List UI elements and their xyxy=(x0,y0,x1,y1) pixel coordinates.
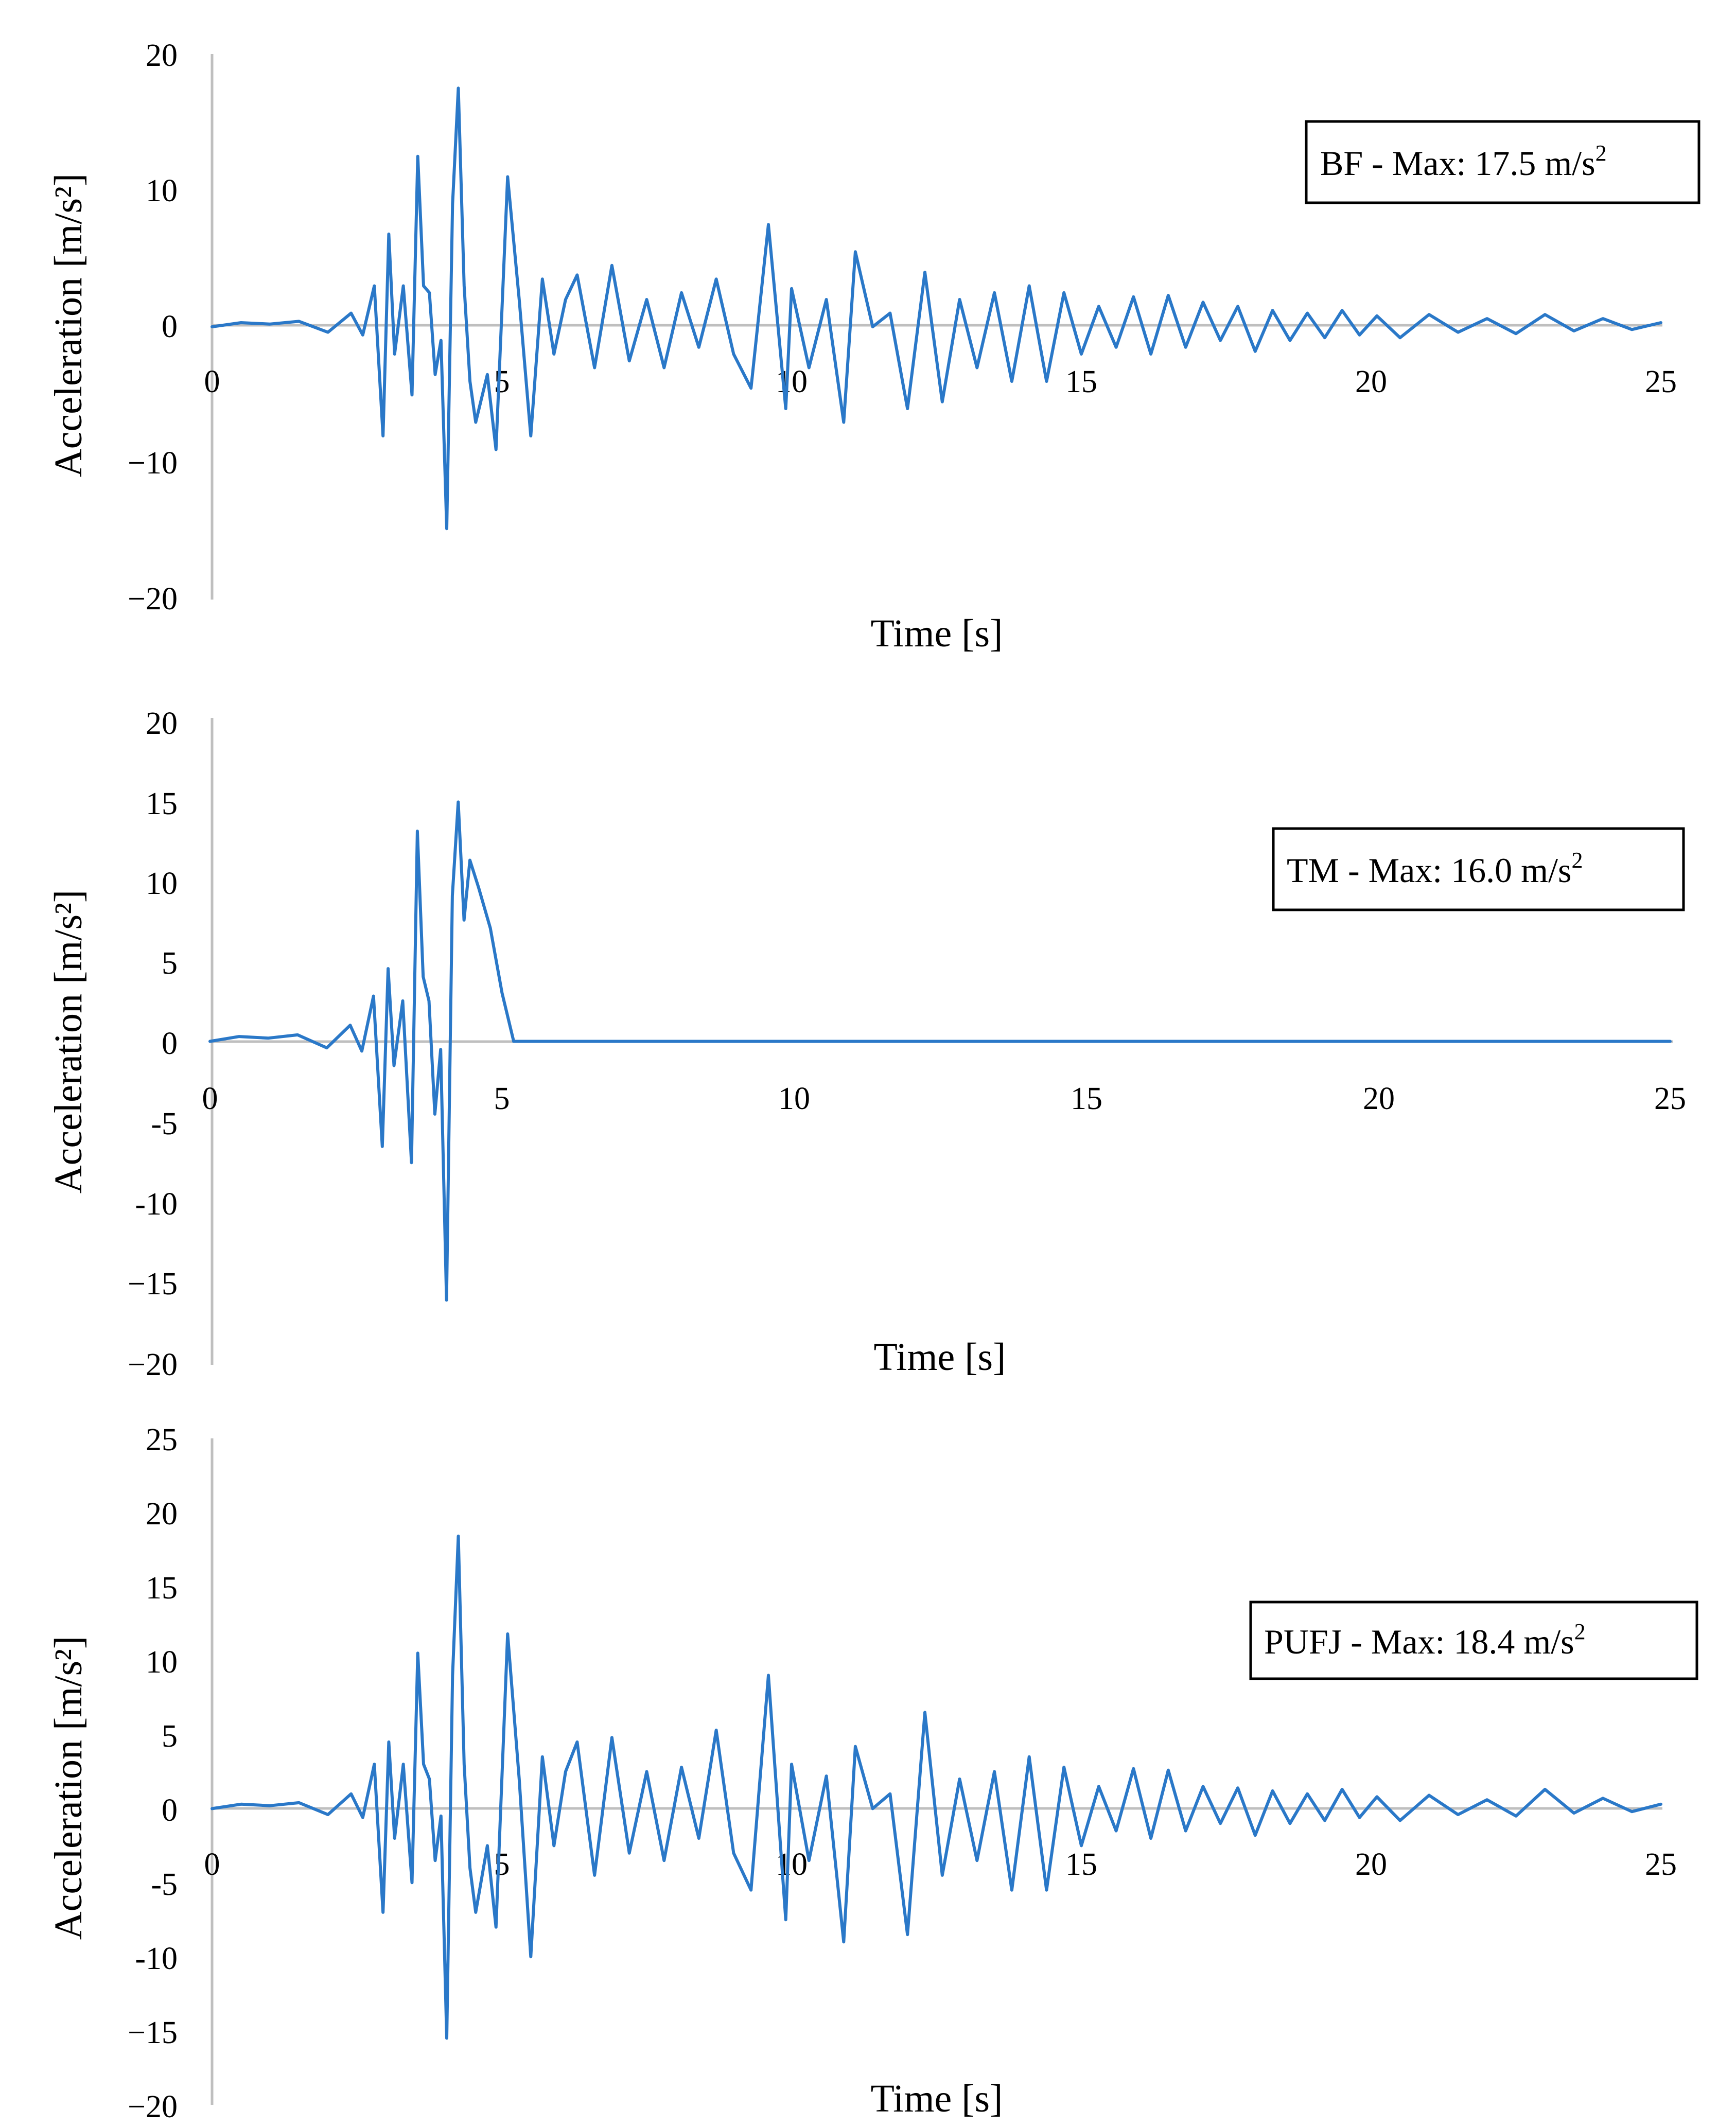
y-tick-label: 0 xyxy=(162,1026,178,1061)
x-tick-label: 0 xyxy=(202,1081,218,1116)
series-line-bf xyxy=(211,86,1662,531)
annotation-box: PUFJ - Max: 18.4 m/s2 xyxy=(1249,1601,1698,1680)
annotation-label: TM - Max: 16.0 m/s2 xyxy=(1287,848,1583,890)
x-axis-title: Time [s] xyxy=(874,1335,1006,1379)
y-tick-label: 0 xyxy=(162,309,178,344)
y-tick-label: 10 xyxy=(146,1645,178,1680)
y-tick-label: −20 xyxy=(128,582,178,617)
annotation-label: PUFJ - Max: 18.4 m/s2 xyxy=(1264,1619,1586,1661)
y-tick-label: −20 xyxy=(128,2089,178,2124)
y-tick-label: 10 xyxy=(146,866,178,901)
y-tick-label: −15 xyxy=(128,2015,178,2050)
x-tick-labels: 0 5 10 15 20 25 xyxy=(204,364,1677,399)
y-tick-label: -5 xyxy=(151,1106,178,1141)
y-tick-label: -10 xyxy=(135,1187,178,1222)
annotation-superscript: 2 xyxy=(1574,1619,1586,1644)
series-line-pufj xyxy=(211,1534,1662,2040)
x-tick-label: 20 xyxy=(1363,1081,1395,1116)
series-line-tm xyxy=(208,800,1672,1302)
x-tick-label: 5 xyxy=(494,1847,510,1882)
annotation-superscript: 2 xyxy=(1571,848,1583,873)
y-tick-labels: 25 20 15 10 5 0 -5 -10 −15 −20 xyxy=(128,1422,178,2124)
y-tick-label: 20 xyxy=(146,706,178,741)
y-tick-label: -5 xyxy=(151,1867,178,1902)
x-tick-label: 20 xyxy=(1355,364,1387,399)
y-axis-title: Acceleration [m/s²] xyxy=(47,1636,90,1940)
y-tick-label: −15 xyxy=(128,1267,178,1302)
x-tick-label: 25 xyxy=(1645,364,1677,399)
annotation-text: TM - Max: 16.0 m/s xyxy=(1287,851,1571,890)
x-tick-label: 0 xyxy=(204,1847,220,1882)
x-tick-label: 25 xyxy=(1654,1081,1686,1116)
x-tick-label: 10 xyxy=(778,1081,810,1116)
y-tick-label: 0 xyxy=(162,1793,178,1828)
chart-panel-tm: 20 15 10 5 0 -5 -10 −15 −20 0 5 10 15 20… xyxy=(47,706,1686,1382)
y-tick-label: −20 xyxy=(128,1347,178,1382)
x-tick-label: 15 xyxy=(1071,1081,1102,1116)
annotation-frame xyxy=(1305,120,1700,204)
x-tick-label: 10 xyxy=(776,364,808,399)
y-tick-label: 10 xyxy=(146,173,178,208)
y-axis-title: Acceleration [m/s²] xyxy=(47,890,90,1193)
annotation-label: BF - Max: 17.5 m/s2 xyxy=(1320,140,1607,183)
annotation-superscript: 2 xyxy=(1595,140,1607,166)
annotation-box: TM - Max: 16.0 m/s2 xyxy=(1272,827,1685,911)
y-tick-labels: 20 10 0 −10 −20 xyxy=(128,38,178,617)
y-tick-label: -10 xyxy=(135,1941,178,1976)
x-tick-label: 0 xyxy=(204,364,220,399)
x-tick-labels: 0 5 10 15 20 25 xyxy=(202,1081,1687,1116)
x-tick-label: 25 xyxy=(1645,1847,1677,1882)
y-tick-label: 5 xyxy=(162,946,178,981)
chart-panel-pufj: 25 20 15 10 5 0 -5 -10 −15 −20 0 5 10 15… xyxy=(47,1422,1698,2124)
x-tick-label: 5 xyxy=(494,364,510,399)
y-tick-label: 15 xyxy=(146,786,178,821)
annotation-text: PUFJ - Max: 18.4 m/s xyxy=(1264,1622,1574,1661)
y-axis-title: Acceleration [m/s²] xyxy=(47,173,90,477)
x-axis-title: Time [s] xyxy=(871,2077,1003,2120)
y-tick-label: 25 xyxy=(146,1422,178,1457)
y-tick-label: 5 xyxy=(162,1719,178,1754)
x-axis-title: Time [s] xyxy=(871,612,1003,655)
annotation-frame xyxy=(1249,1601,1698,1680)
annotation-frame xyxy=(1272,827,1685,911)
y-tick-labels: 20 15 10 5 0 -5 -10 −15 −20 xyxy=(128,706,178,1382)
x-tick-label: 15 xyxy=(1065,1847,1097,1882)
chart-panel-bf: 20 10 0 −10 −20 0 5 10 15 20 25 Time [s]… xyxy=(47,38,1700,655)
x-tick-label: 15 xyxy=(1065,364,1097,399)
x-tick-label: 20 xyxy=(1355,1847,1387,1882)
annotation-box: BF - Max: 17.5 m/s2 xyxy=(1305,120,1700,204)
y-tick-label: −10 xyxy=(128,446,178,481)
x-tick-label: 5 xyxy=(494,1081,510,1116)
annotation-text: BF - Max: 17.5 m/s xyxy=(1320,144,1595,183)
y-tick-label: 15 xyxy=(146,1571,178,1606)
y-tick-label: 20 xyxy=(146,1497,178,1532)
y-tick-label: 20 xyxy=(146,38,178,73)
